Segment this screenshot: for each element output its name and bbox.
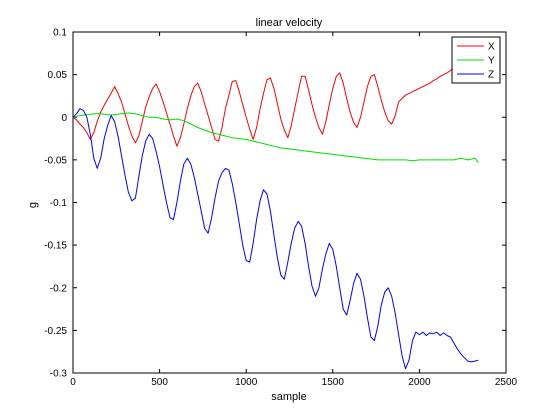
x-tick-label: 1500 <box>322 377 345 388</box>
y-tick-label: -0.3 <box>50 369 68 380</box>
y-tick-label: -0.15 <box>44 241 67 252</box>
series-line-x <box>72 63 462 147</box>
x-tick-label: 500 <box>151 377 168 388</box>
legend-label-z: Z <box>488 70 494 81</box>
chart-title: linear velocity <box>256 17 323 29</box>
y-axis-label: g <box>27 202 39 208</box>
legend-label-x: X <box>488 42 495 53</box>
legend-label-y: Y <box>488 56 495 67</box>
y-tick-label: 0.1 <box>53 28 67 39</box>
x-tick-label: 2500 <box>495 377 518 388</box>
x-tick-label: 0 <box>70 377 76 388</box>
x-tick-label: 2000 <box>408 377 431 388</box>
series-line-y <box>72 112 479 163</box>
y-tick-label: 0 <box>61 113 67 124</box>
y-tick-label: 0.05 <box>48 70 68 81</box>
series-line-z <box>72 108 479 370</box>
plot-area: 0 500 1000 1500 2000 2500 0.1 0.05 0 -0.05 -0.1 -0.… <box>44 28 517 389</box>
x-axis-label: sample <box>271 391 306 403</box>
legend: XYZ <box>451 36 501 84</box>
y-tick-label: -0.1 <box>50 198 68 209</box>
x-tick-label: 1000 <box>235 377 258 388</box>
y-tick-label: -0.2 <box>50 283 68 294</box>
y-tick-label: -0.05 <box>44 155 67 166</box>
y-tick-label: -0.25 <box>44 326 67 337</box>
